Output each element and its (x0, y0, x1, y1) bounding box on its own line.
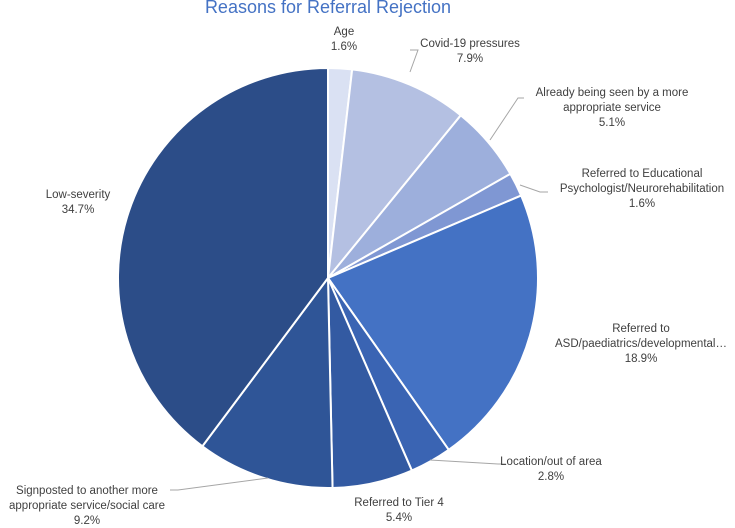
slice-percent: 2.8% (538, 471, 564, 483)
leader-line (519, 184, 548, 193)
pie-slice (117, 66, 329, 448)
slice-label: Referred to Educational Psychologist/Neur… (560, 168, 724, 210)
slice-name: appropriate service/social care (9, 500, 165, 512)
slice-percent: 9.2% (74, 515, 100, 527)
chart-title: Reasons for Referral Rejection (205, 0, 451, 17)
slice-label: Covid-19 pressures 7.9% (420, 38, 520, 65)
pie-slice (326, 194, 539, 452)
pie-slices (117, 66, 539, 489)
slice-percent: 1.6% (629, 198, 655, 210)
leader-line (170, 477, 269, 491)
slice-label: Referred to ASD/paediatrics/developmental… (555, 323, 727, 365)
slice-label: Low-severity 34.7% (46, 189, 111, 216)
slice-percent: 1.6% (331, 41, 357, 53)
slice-name: appropriate service (563, 102, 661, 114)
slice-label: Already being seen by a more appropriate … (536, 87, 689, 129)
slice-name: Already being seen by a more (536, 87, 689, 99)
slice-percent: 5.1% (599, 117, 625, 129)
slice-name: Covid-19 pressures (420, 38, 520, 50)
slice-percent: 34.7% (62, 204, 95, 216)
slice-name: Signposted to another more (16, 485, 158, 497)
slice-labels: Age 1.6% Covid-19 pressures 7.9% Already bei… (9, 26, 727, 527)
slice-name: Referred to Tier 4 (354, 497, 444, 509)
slice-percent: 7.9% (457, 53, 483, 65)
slice-name: Referred to (612, 323, 670, 335)
slice-label: Signposted to another more appropriate se… (9, 485, 165, 527)
pie-slice (200, 275, 334, 489)
leader-line (429, 459, 506, 465)
slice-name: Low-severity (46, 189, 111, 201)
pie-slice (326, 68, 463, 282)
leader-lines (170, 49, 548, 491)
slice-label: Age 1.6% (331, 26, 357, 53)
slice-name: Referred to Educational (582, 168, 703, 180)
slice-name: Age (334, 26, 354, 38)
slice-percent: 5.4% (386, 512, 412, 524)
slice-label: Location/out of area 2.8% (500, 456, 602, 483)
slice-name: ASD/paediatrics/developmental… (555, 338, 727, 350)
slice-label: Referred to Tier 4 5.4% (354, 497, 444, 524)
slice-name: Psychologist/Neurorehabilitation (560, 183, 724, 195)
slice-percent: 18.9% (625, 353, 658, 365)
leader-line (409, 49, 419, 73)
leader-line (489, 97, 524, 141)
slice-name: Location/out of area (500, 456, 602, 468)
